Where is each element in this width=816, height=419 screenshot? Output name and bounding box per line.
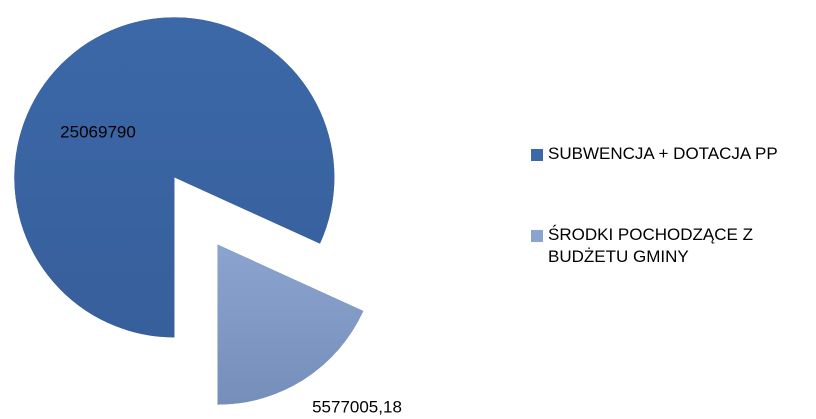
pie-slice (217, 244, 364, 405)
legend-label: ŚRODKI POCHODZĄCE Z BUDŻETU GMINY (548, 225, 753, 266)
legend-item: SUBWENCJA + DOTACJA PP (531, 143, 816, 165)
pie-slice (14, 17, 335, 338)
legend-swatch (531, 230, 543, 242)
legend-item: ŚRODKI POCHODZĄCE Z BUDŻETU GMINY (531, 224, 816, 268)
data-label: 25069790 (60, 122, 136, 141)
legend-label: SUBWENCJA + DOTACJA PP (548, 144, 778, 163)
legend-swatch (531, 149, 543, 161)
data-label: 5577005,18 (312, 397, 402, 416)
